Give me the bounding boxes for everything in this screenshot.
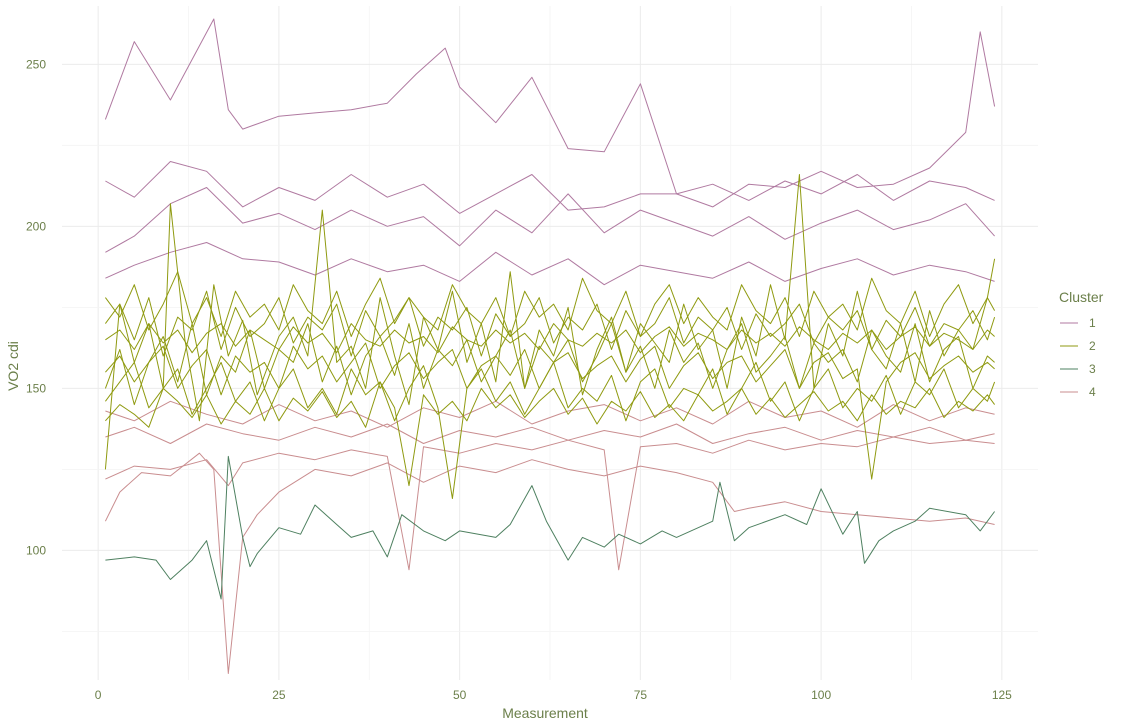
x-tick-label: 0 [95, 688, 102, 702]
legend-label-1: 1 [1089, 316, 1096, 330]
series-lines [104, 18, 996, 674]
series-line-cluster-2 [104, 174, 996, 470]
legend: Cluster 1 2 3 4 [1059, 289, 1104, 399]
legend-label-4: 4 [1089, 385, 1096, 399]
series-line-cluster-1 [105, 187, 995, 253]
x-tick-label: 100 [811, 688, 831, 702]
series-line-cluster-4 [105, 423, 995, 444]
series-line-cluster-1 [105, 161, 995, 214]
series-line-cluster-2 [104, 271, 996, 337]
legend-label-3: 3 [1089, 362, 1096, 376]
x-tick-label: 25 [272, 688, 286, 702]
x-tick-label: 75 [634, 688, 648, 702]
series-line-cluster-4 [105, 436, 995, 571]
series-line-cluster-1 [105, 242, 995, 286]
series-line-cluster-3 [105, 455, 996, 600]
x-axis-title: Measurement [502, 705, 588, 721]
grid [62, 6, 1038, 680]
y-tick-label: 100 [26, 543, 46, 557]
x-tick-labels: 0 25 50 75 100 125 [95, 688, 1012, 702]
series-line-cluster-1 [104, 18, 996, 208]
y-tick-labels: 100 150 200 250 [26, 57, 46, 557]
series-line-cluster-2 [104, 290, 996, 357]
series-line-cluster-4 [104, 452, 995, 674]
y-tick-label: 150 [26, 381, 46, 395]
series-line-cluster-2 [105, 381, 996, 487]
legend-label-2: 2 [1089, 339, 1096, 353]
y-axis-title: VO2 cdi [5, 341, 21, 391]
y-tick-label: 200 [26, 219, 46, 233]
x-tick-label: 125 [992, 688, 1012, 702]
series-line-cluster-2 [104, 361, 996, 499]
y-tick-label: 250 [26, 57, 46, 71]
x-tick-label: 50 [453, 688, 467, 702]
series-line-cluster-2 [105, 323, 995, 354]
legend-title: Cluster [1059, 289, 1104, 305]
series-line-cluster-4 [105, 400, 995, 428]
